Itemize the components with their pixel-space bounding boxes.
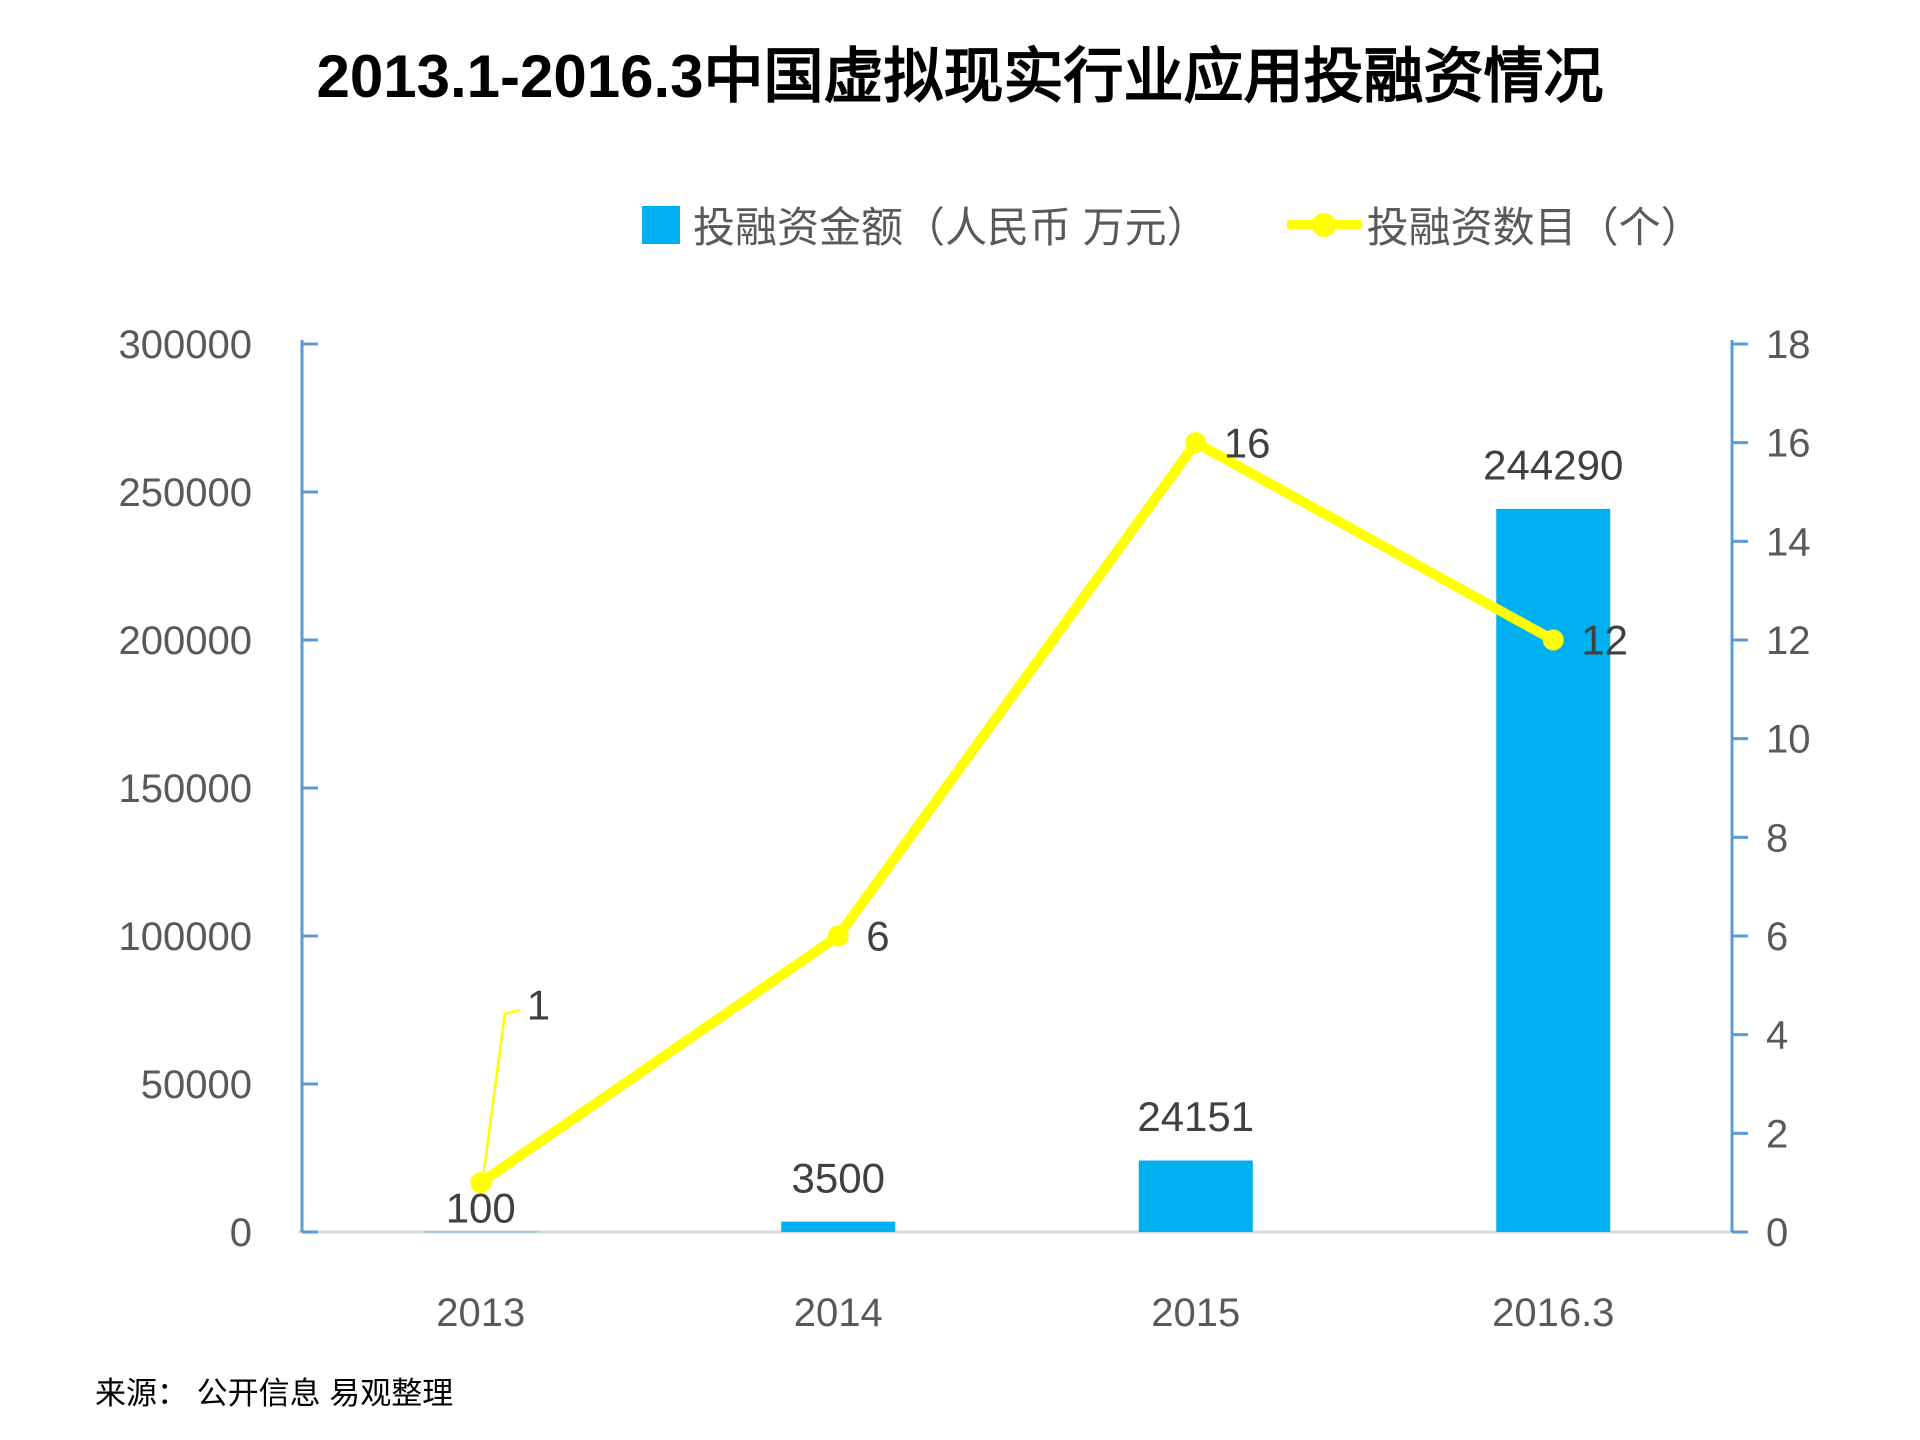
right-axis-tick-label: 10 bbox=[1766, 718, 1811, 762]
legend-item-count: 投融资数目（个） bbox=[1286, 194, 1703, 255]
right-axis-tick-label: 12 bbox=[1766, 619, 1811, 663]
legend-line-swatch-icon bbox=[1286, 212, 1361, 237]
x-axis-label-2014: 2014 bbox=[794, 1291, 883, 1335]
left-axis-tick-label: 200000 bbox=[119, 619, 252, 663]
right-axis-tick-label: 8 bbox=[1766, 816, 1788, 860]
bar-value-label-2016.3: 244290 bbox=[1483, 442, 1623, 489]
left-axis-tick-label: 100000 bbox=[119, 915, 252, 959]
right-axis-tick-label: 14 bbox=[1766, 520, 1811, 564]
bar-value-label-2014: 3500 bbox=[792, 1154, 885, 1201]
line-value-label-2016.3: 12 bbox=[1581, 617, 1628, 664]
left-axis-tick-label: 0 bbox=[230, 1211, 252, 1255]
left-axis-tick-label: 150000 bbox=[119, 767, 252, 811]
source-note: 来源： 公开信息 易观整理 bbox=[95, 1376, 454, 1411]
right-axis-tick-label: 2 bbox=[1766, 1112, 1788, 1156]
right-axis-tick-label: 4 bbox=[1766, 1014, 1788, 1058]
left-axis-tick-label: 300000 bbox=[119, 323, 252, 367]
legend-bar-swatch-icon bbox=[642, 205, 680, 244]
bar-2014 bbox=[781, 1221, 896, 1232]
left-axis-tick-label: 250000 bbox=[119, 471, 252, 515]
leader-line bbox=[482, 1008, 521, 1173]
chart-title: 2013.1-2016.3中国虚拟现实行业应用投融资情况 bbox=[316, 43, 1604, 110]
left-axis-tick-label: 50000 bbox=[141, 1063, 252, 1107]
bar-2013 bbox=[423, 1231, 538, 1233]
legend: 投融资金额（人民币 万元） 投融资数目（个） bbox=[642, 194, 1703, 255]
legend-item-amount: 投融资金额（人民币 万元） bbox=[642, 194, 1209, 255]
line-value-label-2015: 16 bbox=[1224, 419, 1271, 466]
right-axis-tick-label: 16 bbox=[1766, 422, 1811, 466]
line-marker-2016.3 bbox=[1542, 629, 1564, 651]
x-axis-label-2013: 2013 bbox=[436, 1291, 525, 1335]
right-axis-tick-label: 6 bbox=[1766, 915, 1788, 959]
line-value-label-2014: 6 bbox=[866, 913, 889, 960]
line-series bbox=[475, 437, 1559, 1188]
right-axis-tick-label: 18 bbox=[1766, 323, 1811, 367]
x-axis-label-2016.3: 2016.3 bbox=[1492, 1291, 1614, 1335]
bar-2015 bbox=[1138, 1160, 1253, 1232]
legend-count-label: 投融资数目（个） bbox=[1366, 204, 1703, 251]
x-axis-label-2015: 2015 bbox=[1151, 1291, 1240, 1335]
legend-line-dot-icon bbox=[1311, 212, 1336, 237]
line-marker-2013 bbox=[470, 1172, 492, 1194]
bar-value-label-2013: 100 bbox=[446, 1185, 516, 1232]
line-marker-2014 bbox=[827, 925, 849, 947]
bar-2016.3 bbox=[1496, 508, 1611, 1232]
line-marker-2015 bbox=[1185, 432, 1207, 454]
bar-value-label-2015: 24151 bbox=[1137, 1093, 1254, 1140]
line-value-label-2013: 1 bbox=[527, 982, 550, 1029]
right-axis-tick-label: 0 bbox=[1766, 1211, 1788, 1255]
legend-amount-label: 投融资金额（人民币 万元） bbox=[693, 204, 1209, 251]
